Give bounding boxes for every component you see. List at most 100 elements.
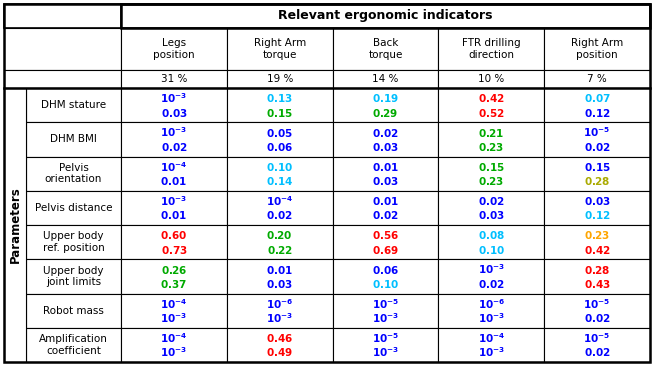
Text: $\mathbf{0.42}$: $\mathbf{0.42}$ <box>478 92 505 104</box>
Text: Upper body
joint limits: Upper body joint limits <box>43 266 104 287</box>
Bar <box>121 70 227 88</box>
Text: $\mathbf{0.29}$: $\mathbf{0.29}$ <box>372 107 398 119</box>
Bar <box>26 328 121 362</box>
Bar <box>26 191 121 225</box>
Bar <box>227 122 333 157</box>
Text: $\mathbf{10^{-4}}$: $\mathbf{10^{-4}}$ <box>266 194 294 208</box>
Bar <box>544 328 650 362</box>
Text: $\mathbf{0.21}$: $\mathbf{0.21}$ <box>478 127 504 138</box>
Text: $\mathbf{0.02}$: $\mathbf{0.02}$ <box>584 141 610 153</box>
Text: $\mathbf{0.03}$: $\mathbf{0.03}$ <box>372 175 399 187</box>
Text: FTR drilling
direction: FTR drilling direction <box>462 38 521 60</box>
Text: $\mathbf{0.28}$: $\mathbf{0.28}$ <box>584 264 610 276</box>
Text: $\mathbf{0.46}$: $\mathbf{0.46}$ <box>266 332 293 344</box>
Text: Pelvis distance: Pelvis distance <box>35 203 112 213</box>
Text: $\mathbf{10^{-4}}$: $\mathbf{10^{-4}}$ <box>160 297 188 311</box>
Text: $\mathbf{10^{-6}}$: $\mathbf{10^{-6}}$ <box>477 297 505 311</box>
Bar <box>544 88 650 122</box>
Text: $\mathbf{0.02}$: $\mathbf{0.02}$ <box>478 278 505 290</box>
Text: $\mathbf{10^{-3}}$: $\mathbf{10^{-3}}$ <box>160 126 188 139</box>
Bar <box>544 157 650 191</box>
Text: $\mathbf{0.02}$: $\mathbf{0.02}$ <box>266 209 293 221</box>
Text: $\mathbf{0.60}$: $\mathbf{0.60}$ <box>160 229 188 241</box>
Bar <box>438 294 544 328</box>
Text: $\mathbf{0.01}$: $\mathbf{0.01}$ <box>372 161 399 173</box>
Text: $\mathbf{0.05}$: $\mathbf{0.05}$ <box>266 127 293 138</box>
Bar <box>438 70 544 88</box>
Text: $\mathbf{10^{-5}}$: $\mathbf{10^{-5}}$ <box>372 331 399 345</box>
Bar <box>333 88 438 122</box>
Text: $\mathbf{0.02}$: $\mathbf{0.02}$ <box>372 127 399 138</box>
Bar <box>121 88 227 122</box>
Text: Right Arm
torque: Right Arm torque <box>254 38 306 60</box>
Bar <box>121 122 227 157</box>
Text: Right Arm
position: Right Arm position <box>571 38 623 60</box>
Text: $\mathbf{10^{-3}}$: $\mathbf{10^{-3}}$ <box>266 311 293 325</box>
Text: $\mathbf{0.13}$: $\mathbf{0.13}$ <box>266 92 293 104</box>
Bar <box>544 294 650 328</box>
Bar <box>121 191 227 225</box>
Text: $\mathbf{10^{-5}}$: $\mathbf{10^{-5}}$ <box>583 297 611 311</box>
Text: 19 %: 19 % <box>267 74 293 84</box>
Bar <box>438 225 544 259</box>
Text: $\mathbf{10^{-5}}$: $\mathbf{10^{-5}}$ <box>583 126 611 139</box>
Text: $\mathbf{0.52}$: $\mathbf{0.52}$ <box>478 107 505 119</box>
Text: $\mathbf{0.03}$: $\mathbf{0.03}$ <box>160 107 187 119</box>
Text: $\mathbf{10^{-6}}$: $\mathbf{10^{-6}}$ <box>266 297 294 311</box>
Bar <box>438 88 544 122</box>
Bar <box>4 70 121 88</box>
Bar <box>26 122 121 157</box>
Text: $\mathbf{0.10}$: $\mathbf{0.10}$ <box>372 278 399 290</box>
Text: $\mathbf{0.28}$: $\mathbf{0.28}$ <box>584 175 610 187</box>
Text: DHM stature: DHM stature <box>41 100 106 110</box>
Text: $\mathbf{10^{-3}}$: $\mathbf{10^{-3}}$ <box>372 311 399 325</box>
Bar <box>4 28 121 70</box>
Text: $\mathbf{0.02}$: $\mathbf{0.02}$ <box>478 195 505 207</box>
Text: DHM BMI: DHM BMI <box>50 134 97 144</box>
Bar <box>227 70 333 88</box>
Text: Legs
position: Legs position <box>153 38 195 60</box>
Text: Parameters: Parameters <box>9 187 22 264</box>
Text: Relevant ergonomic indicators: Relevant ergonomic indicators <box>278 10 492 22</box>
Text: $\mathbf{10^{-3}}$: $\mathbf{10^{-3}}$ <box>372 346 399 359</box>
Text: $\mathbf{0.19}$: $\mathbf{0.19}$ <box>372 92 399 104</box>
Text: $\mathbf{0.22}$: $\mathbf{0.22}$ <box>267 244 293 256</box>
Text: $\mathbf{0.03}$: $\mathbf{0.03}$ <box>478 209 505 221</box>
Bar <box>438 328 544 362</box>
Bar <box>121 4 650 28</box>
Text: $\mathbf{0.43}$: $\mathbf{0.43}$ <box>584 278 610 290</box>
Text: $\mathbf{0.23}$: $\mathbf{0.23}$ <box>584 229 610 241</box>
Bar <box>333 28 438 70</box>
Text: $\mathbf{0.03}$: $\mathbf{0.03}$ <box>372 141 399 153</box>
Bar <box>227 225 333 259</box>
Bar <box>544 70 650 88</box>
Bar <box>227 28 333 70</box>
Text: $\mathbf{0.23}$: $\mathbf{0.23}$ <box>478 175 504 187</box>
Bar <box>121 157 227 191</box>
Bar <box>121 28 227 70</box>
Text: $\mathbf{10^{-3}}$: $\mathbf{10^{-3}}$ <box>478 263 505 276</box>
Text: 31 %: 31 % <box>161 74 187 84</box>
Text: $\mathbf{0.03}$: $\mathbf{0.03}$ <box>584 195 610 207</box>
Text: $\mathbf{0.07}$: $\mathbf{0.07}$ <box>583 92 611 104</box>
Text: $\mathbf{0.26}$: $\mathbf{0.26}$ <box>161 264 187 276</box>
Text: 7 %: 7 % <box>587 74 607 84</box>
Text: $\mathbf{0.37}$: $\mathbf{0.37}$ <box>160 278 187 290</box>
Text: $\mathbf{0.08}$: $\mathbf{0.08}$ <box>478 229 505 241</box>
Bar <box>333 225 438 259</box>
Bar <box>4 88 26 362</box>
Bar <box>438 191 544 225</box>
Bar <box>26 157 121 191</box>
Bar <box>121 328 227 362</box>
Text: $\mathbf{10^{-3}}$: $\mathbf{10^{-3}}$ <box>160 92 188 105</box>
Text: $\mathbf{10^{-5}}$: $\mathbf{10^{-5}}$ <box>583 331 611 345</box>
Bar <box>544 191 650 225</box>
Text: $\mathbf{0.15}$: $\mathbf{0.15}$ <box>478 161 505 173</box>
Text: $\mathbf{0.01}$: $\mathbf{0.01}$ <box>160 175 187 187</box>
Text: $\mathbf{0.02}$: $\mathbf{0.02}$ <box>584 312 610 324</box>
Bar <box>227 294 333 328</box>
Bar <box>227 191 333 225</box>
Text: $\mathbf{0.03}$: $\mathbf{0.03}$ <box>266 278 293 290</box>
Text: Amplification
coefficient: Amplification coefficient <box>39 334 108 356</box>
Bar <box>121 294 227 328</box>
